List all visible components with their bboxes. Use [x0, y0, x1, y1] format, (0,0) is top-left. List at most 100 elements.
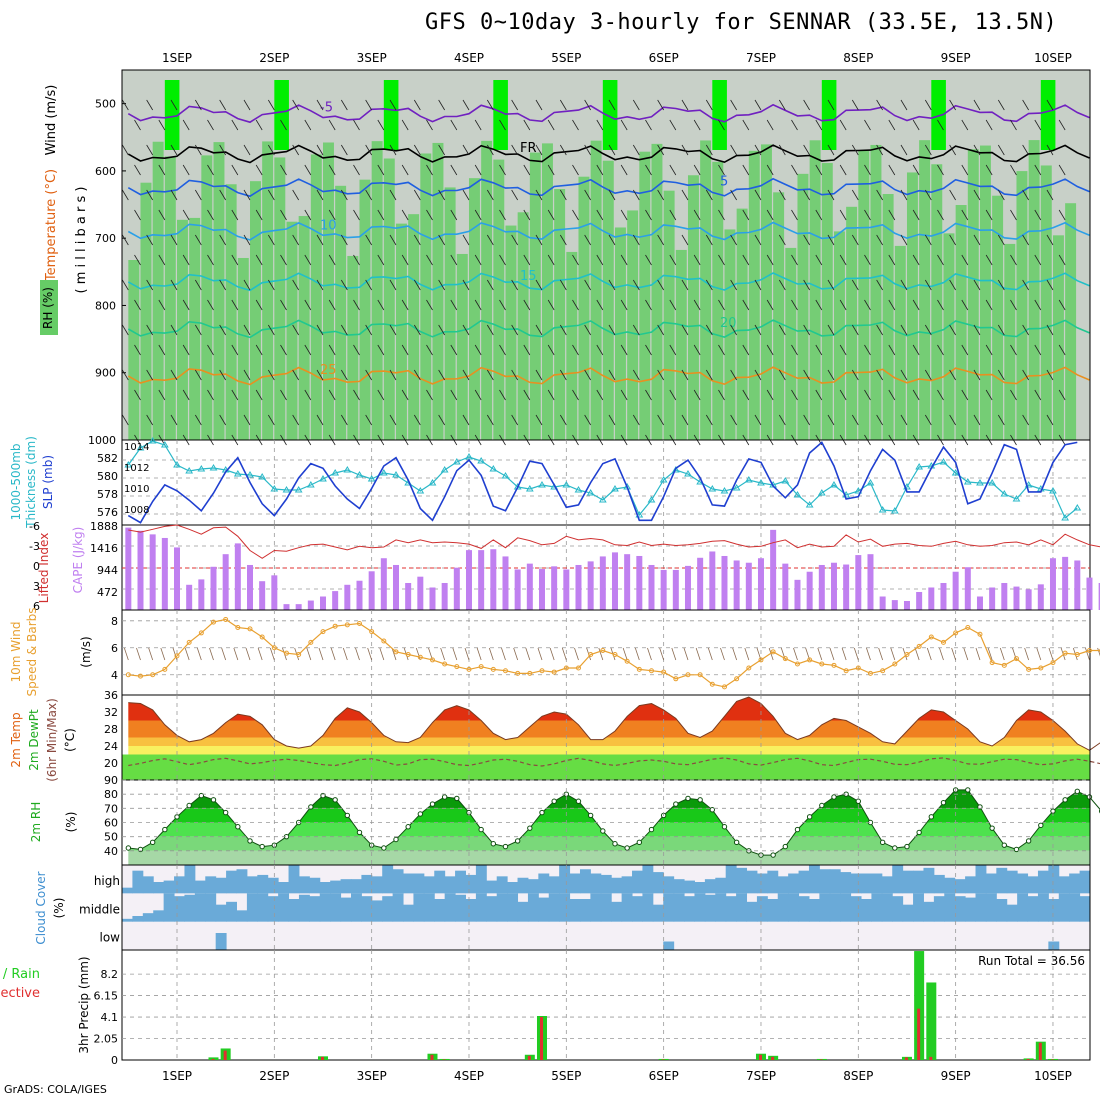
wind-barb: [827, 189, 835, 201]
isotherm-line: [127, 103, 1090, 124]
rh-plume: [432, 142, 444, 441]
rh-point: [551, 798, 557, 804]
rh-band: [128, 836, 1090, 851]
wind-barb: [547, 344, 555, 356]
rh-plume: [468, 178, 480, 440]
wind-barb: [720, 647, 725, 661]
wind-speed-point: [782, 656, 788, 662]
wind-barb: [328, 254, 336, 266]
wind-barb: [501, 647, 506, 661]
cloud-cell: [288, 899, 300, 922]
wind-barb: [657, 324, 664, 336]
thickness-point: [976, 479, 984, 486]
wind-barb: [973, 414, 981, 426]
rh-plume: [541, 143, 553, 440]
wind-speed-point: [296, 652, 302, 658]
wind-speed-point: [429, 657, 435, 663]
wind-barb: [194, 324, 202, 336]
cape-bar: [526, 563, 533, 610]
wind-barb: [1058, 119, 1066, 131]
wind-barb: [146, 189, 154, 201]
cloud-cell: [1048, 941, 1060, 950]
cloud-cell: [184, 865, 196, 894]
precip-convective-bar: [527, 1055, 531, 1060]
cape-bar: [587, 561, 594, 610]
cloud-cell: [236, 910, 248, 922]
cloud-cell: [278, 882, 290, 894]
wind-barb: [973, 369, 981, 381]
wind-barb: [888, 344, 896, 356]
cloud-cell: [715, 877, 727, 894]
cloud-cell: [798, 896, 810, 922]
rh-plume: [371, 141, 383, 440]
chart-title: GFS 0~10day 3-hourly for SENNAR (33.5E, …: [425, 10, 1058, 35]
wind-barb: [194, 414, 202, 426]
rh-point: [709, 807, 716, 813]
rh-plume: [201, 155, 213, 441]
precip-tick: 6.15: [94, 990, 119, 1003]
wind-barb: [353, 389, 360, 401]
wind-barb: [353, 344, 360, 356]
cloud-cell: [913, 870, 924, 894]
wind-barb: [949, 189, 956, 201]
wind-barb: [340, 414, 348, 426]
cape-bar: [745, 562, 752, 610]
time-label-bottom: 1SEP: [162, 1069, 192, 1083]
wind-barb: [572, 254, 579, 266]
wind-barb: [207, 119, 214, 131]
wind-barb: [791, 254, 798, 266]
wind-barb: [730, 414, 737, 426]
wind-speed-point: [928, 634, 934, 640]
wind-barb: [730, 279, 737, 291]
cloud-cell: [382, 896, 394, 922]
wind-barb: [158, 389, 166, 401]
wind-barb: [452, 647, 458, 661]
wind-barb: [488, 647, 494, 661]
time-label-bottom: 7SEP: [746, 1069, 776, 1083]
wind-barb: [292, 234, 300, 246]
isotherm-line: [127, 319, 1090, 339]
rh-point: [162, 826, 168, 833]
wind-barb: [559, 99, 567, 111]
rh-point: [1086, 794, 1093, 800]
cloud-cell: [340, 897, 352, 922]
wind-barb: [888, 164, 896, 176]
cape-bar: [478, 550, 485, 610]
wind-barb: [924, 324, 932, 336]
rh-plume: [505, 225, 517, 440]
cloud-cell: [590, 893, 602, 922]
wind-barb: [438, 144, 446, 156]
rh-point: [1025, 838, 1032, 844]
cape-bar: [502, 556, 509, 610]
rh-label: RH (%): [41, 287, 55, 329]
cloud-cell: [673, 879, 685, 894]
cape-bar: [319, 596, 326, 610]
rh-tick: 50: [104, 831, 118, 844]
cloud-cell: [527, 879, 539, 894]
wind-barb: [1034, 344, 1042, 356]
cloud-cell: [257, 874, 269, 894]
wind-barb: [912, 119, 920, 131]
wind-barb: [645, 389, 652, 401]
cape-bar: [611, 552, 618, 610]
wind-barb: [608, 99, 616, 111]
rh-point: [429, 801, 436, 807]
cape-bar: [295, 604, 302, 610]
wind-barb: [511, 414, 518, 426]
wind-speed-point: [442, 661, 448, 667]
wind-speed-point: [344, 622, 350, 628]
wind-barb: [280, 119, 287, 131]
wind-speed-point: [892, 661, 898, 667]
wind-barb: [426, 164, 433, 176]
cape-bar: [709, 551, 716, 610]
time-label-top: 1SEP: [162, 51, 192, 65]
thickness-point: [1000, 490, 1009, 497]
cloud-cell: [600, 893, 612, 922]
cloud-cell: [1006, 870, 1018, 894]
wind-barb: [304, 119, 312, 131]
rh-tick: 80: [104, 788, 118, 801]
wind-barb: [888, 209, 896, 221]
cloud-cell: [382, 865, 394, 894]
cloud-cell: [163, 880, 175, 894]
wind-barb: [231, 209, 239, 221]
